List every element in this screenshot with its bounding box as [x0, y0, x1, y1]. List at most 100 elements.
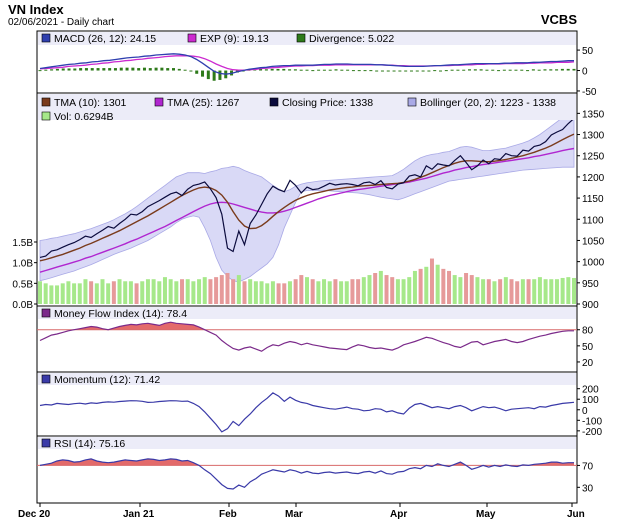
price-y-tick-label: 1100: [582, 215, 604, 226]
divergence-bar: [67, 68, 71, 71]
volume-bar: [106, 283, 111, 304]
momentum-legend: Momentum (12): 71.42: [41, 374, 160, 386]
legend-label: Bollinger (20, 2): 1223 - 1338: [420, 97, 556, 109]
volume-bar: [287, 281, 292, 304]
divergence-bar: [183, 69, 187, 71]
volume-bar: [429, 258, 434, 304]
volume-bar: [537, 277, 542, 304]
divergence-bar: [566, 68, 570, 71]
mfi-y-tick-label: 20: [582, 358, 594, 369]
rsi-legend-bg: [38, 437, 576, 449]
rsi-y-tick-label: 70: [582, 461, 594, 472]
volume-bar: [236, 275, 241, 304]
volume-bar: [401, 279, 406, 304]
mfi-line: [39, 321, 574, 352]
volume-bar: [435, 264, 440, 304]
volume-bar: [469, 275, 474, 304]
volume-bar: [259, 281, 264, 304]
volume-bar: [515, 281, 520, 304]
volume-bar: [418, 268, 423, 304]
rsi-line: [39, 458, 574, 490]
volume-bar: [305, 277, 309, 304]
divergence-bar: [444, 70, 448, 72]
legend-label: Vol: 0.6294B: [54, 111, 114, 123]
volume-bar: [55, 285, 60, 304]
divergence-bar: [172, 68, 175, 71]
volume-bar: [253, 281, 258, 304]
legend-label: EXP (9): 19.13: [200, 33, 269, 45]
divergence-bar: [502, 69, 506, 71]
macd-line: [39, 53, 574, 75]
volume-bar: [310, 279, 315, 304]
divergence-bar: [549, 69, 553, 71]
divergence-bar: [305, 69, 309, 71]
volume-bar: [265, 283, 270, 304]
volume-bar: [407, 277, 412, 304]
volume-bar: [390, 277, 395, 304]
divergence-bar: [259, 68, 263, 71]
legend-swatch: [41, 111, 51, 121]
divergence-bar: [363, 70, 367, 72]
volume-bar: [242, 281, 247, 304]
divergence-bar: [409, 70, 413, 72]
legend-label: Momentum (12): 71.42: [54, 374, 160, 386]
price-y-tick-label: 900: [582, 300, 599, 311]
divergence-bar: [346, 69, 350, 71]
divergence-bar: [392, 70, 396, 72]
volume-bar: [185, 279, 190, 304]
volume-bar: [117, 279, 122, 304]
volume-bar: [554, 279, 559, 304]
divergence-bar: [79, 68, 83, 71]
divergence-bar: [491, 69, 495, 71]
divergence-bar: [288, 69, 292, 71]
divergence-bar: [189, 70, 193, 72]
legend-swatch: [296, 33, 306, 43]
volume-bar: [566, 277, 571, 304]
divergence-bar: [293, 69, 297, 71]
divergence-bar: [328, 69, 332, 71]
legend-label: RSI (14): 75.16: [54, 438, 125, 450]
volume-bar: [498, 279, 503, 304]
chart-title: VN Index: [8, 2, 64, 17]
momentum-y-tick-label: -200: [582, 427, 602, 438]
volume-bar: [378, 270, 383, 304]
legend-label: TMA (25): 1267: [167, 97, 240, 109]
volume-bar: [219, 275, 224, 304]
divergence-bar: [108, 68, 112, 71]
price-legend-bg: [38, 94, 576, 120]
volume-bar: [134, 283, 139, 304]
volume-bar: [526, 279, 531, 304]
volume-bar: [100, 279, 105, 304]
macd-y-tick-label: 50: [582, 46, 594, 57]
volume-bar: [458, 277, 463, 304]
divergence-bar: [177, 68, 181, 71]
volume-bar: [464, 273, 469, 304]
divergence-bar: [166, 68, 170, 71]
legend-label: Money Flow Index (14): 78.4: [54, 308, 187, 320]
volume-tick-label: 0.5B: [12, 279, 33, 290]
volume-bar: [83, 279, 88, 304]
divergence-bar: [468, 69, 472, 71]
legend-swatch: [154, 97, 164, 107]
divergence-bar: [142, 67, 146, 71]
divergence-bar: [317, 69, 321, 71]
divergence-bar: [450, 69, 454, 71]
volume-bar: [344, 281, 349, 304]
volume-tick-label: 0.0B: [12, 300, 33, 311]
volume-bar: [94, 283, 99, 304]
volume-bar: [140, 281, 145, 304]
volume-bar: [322, 279, 327, 304]
volume-bar: [77, 283, 82, 304]
x-tick-label: Mar: [285, 509, 303, 520]
volume-bar: [145, 279, 150, 304]
divergence-bar: [282, 68, 286, 71]
divergence-bar: [456, 69, 460, 71]
volume-bar: [197, 279, 202, 304]
momentum-y-tick-label: 200: [582, 385, 599, 396]
volume-bar: [361, 277, 366, 304]
momentum-y-tick-label: -100: [582, 416, 602, 427]
divergence-bar: [560, 68, 564, 71]
volume-bar: [225, 273, 230, 304]
volume-bar: [49, 285, 54, 304]
